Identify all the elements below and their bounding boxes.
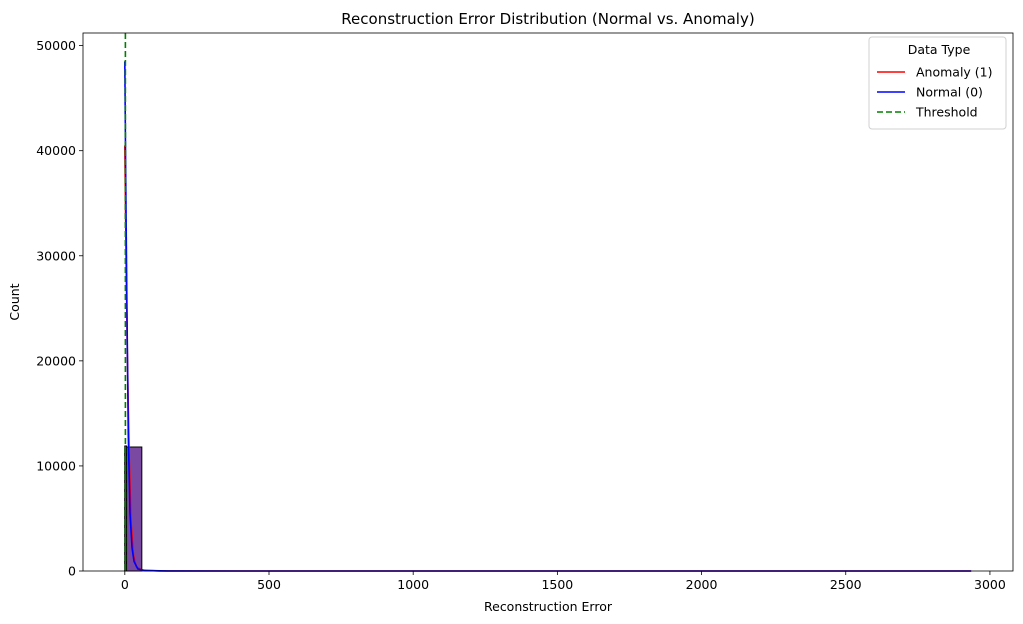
x-tick-label: 1000 (397, 577, 429, 592)
x-tick-label: 500 (257, 577, 281, 592)
legend: Data Type Anomaly (1) Normal (0) Threshold (868, 36, 1007, 130)
plot-area (82, 32, 1014, 572)
x-axis-label: Reconstruction Error (484, 599, 613, 614)
legend-title: Data Type (908, 42, 971, 57)
plot-frame (82, 32, 1014, 572)
x-tick-label: 3000 (974, 577, 1006, 592)
legend-box (868, 36, 1007, 130)
y-axis-label: Count (7, 283, 22, 320)
x-tick-label: 2500 (830, 577, 862, 592)
legend-label-normal-0: Normal (0) (916, 85, 983, 100)
legend-entries: Anomaly (1) Normal (0) Threshold (877, 65, 993, 120)
x-tick-label: 1500 (541, 577, 573, 592)
x-tick-label: 2000 (686, 577, 718, 592)
y-tick-label: 30000 (36, 248, 76, 263)
y-axis: 0 10000 20000 30000 40000 50000 (36, 38, 83, 579)
histogram-bar-narrow (124, 445, 128, 572)
chart-title: Reconstruction Error Distribution (Norma… (341, 10, 754, 28)
y-tick-label: 20000 (36, 353, 76, 368)
y-tick-label: 0 (68, 564, 76, 579)
y-tick-label: 50000 (36, 38, 76, 53)
legend-label-threshold: Threshold (915, 105, 978, 120)
y-tick-label: 10000 (36, 458, 76, 473)
x-tick-label: 0 (121, 577, 129, 592)
y-tick-label: 40000 (36, 143, 76, 158)
legend-label-anomaly-1: Anomaly (1) (916, 65, 993, 80)
x-axis: 0 500 1000 1500 2000 2500 3000 (121, 571, 1006, 592)
